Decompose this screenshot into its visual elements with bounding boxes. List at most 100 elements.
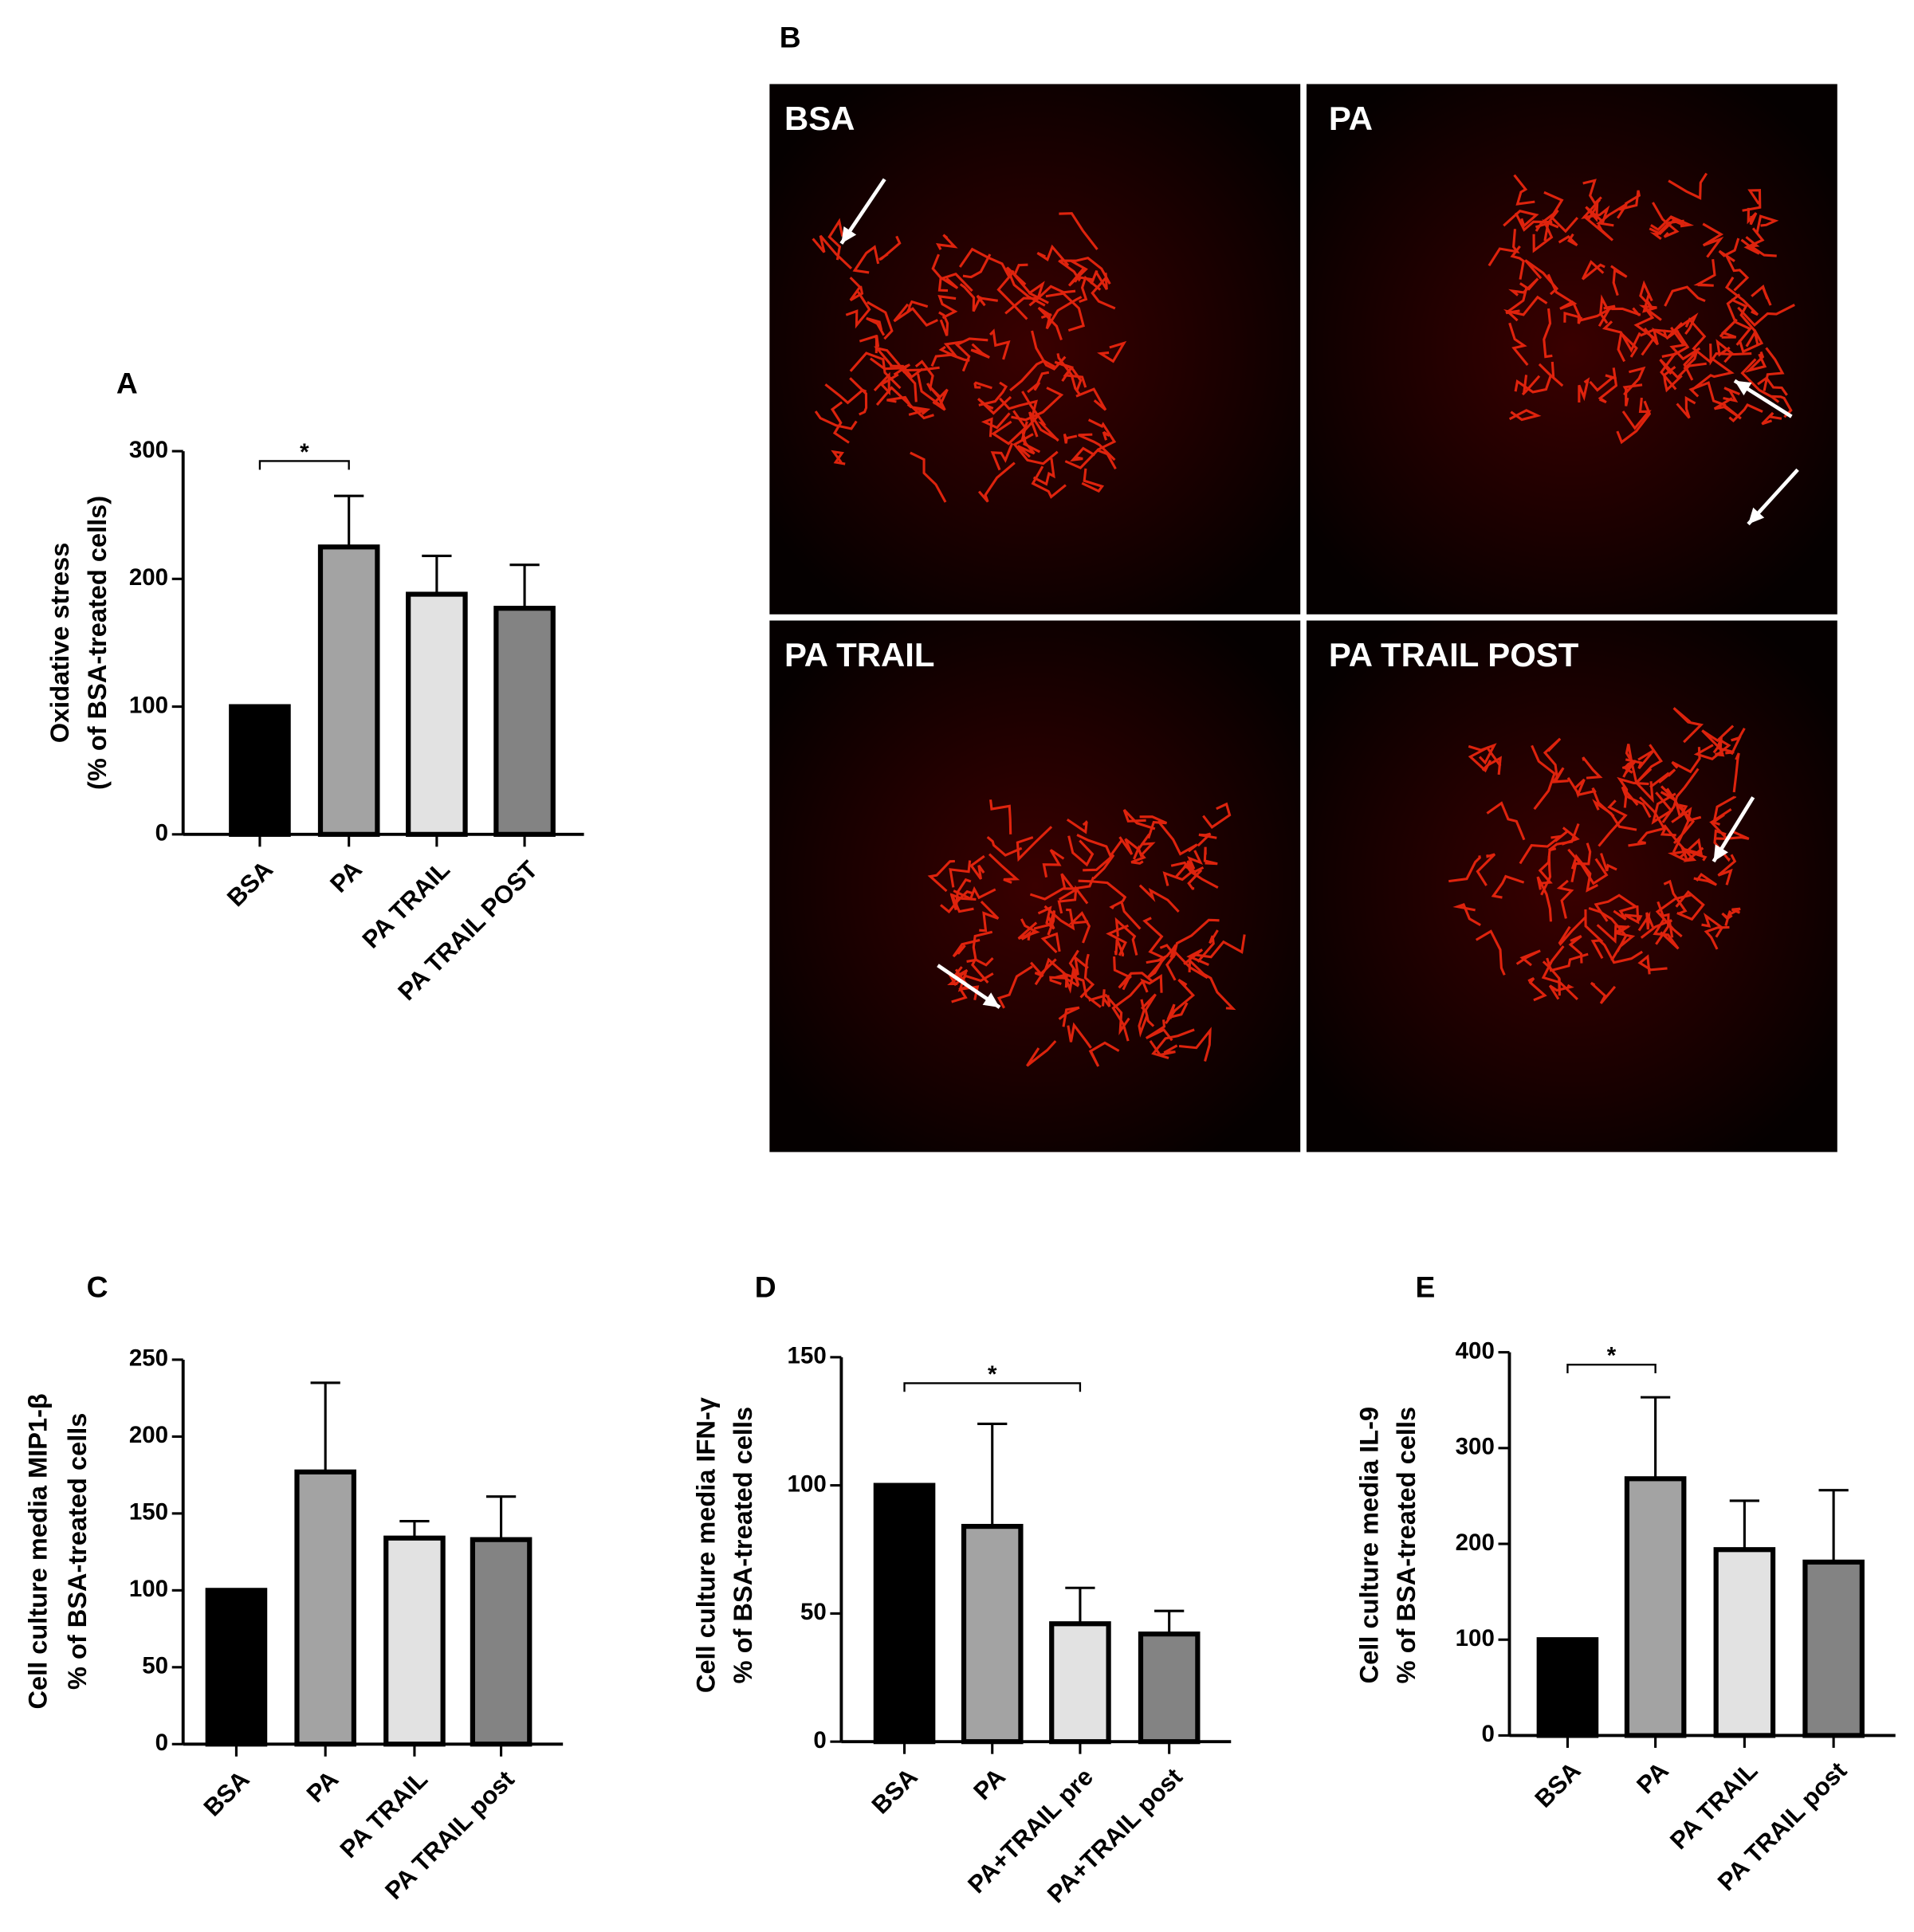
mitochondrion: [878, 235, 902, 261]
mitochondrion: [1712, 795, 1737, 823]
mitochondrion: [1145, 1019, 1173, 1042]
mitochondrion: [1571, 301, 1616, 322]
mitochondrion: [1076, 834, 1123, 858]
mitochondrion: [1655, 901, 1670, 945]
mitochondrion: [1087, 418, 1117, 451]
mitochondrion: [1771, 395, 1793, 418]
panel-letter: B: [780, 20, 801, 53]
mitochondrion: [1701, 912, 1724, 938]
x-tick-label: BSA: [1530, 1757, 1586, 1813]
mitochondrion: [1037, 905, 1055, 930]
mitochondrion: [1717, 854, 1737, 886]
mitochondrion: [852, 245, 880, 274]
mitochondrion: [1570, 842, 1592, 883]
image-label: PA: [1329, 100, 1373, 137]
mitochondrion: [989, 799, 1012, 834]
mitochondrion: [1633, 306, 1657, 356]
micrograph: [1306, 84, 1837, 615]
y-tick-label: 300: [129, 437, 168, 463]
x-tick-label: PA: [968, 1762, 1011, 1805]
bar: [470, 1537, 533, 1747]
mitochondrion: [1693, 259, 1716, 287]
panel-letter: A: [116, 367, 138, 400]
mitochondrion: [1713, 829, 1731, 862]
panel-letter: E: [1416, 1270, 1436, 1303]
mitochondrion: [1109, 900, 1142, 930]
mitochondrion: [1718, 238, 1740, 262]
mitochondria: [1488, 172, 1795, 445]
mitochondrion: [1716, 339, 1735, 363]
y-tick-label: 100: [129, 1576, 168, 1602]
mitochondrion: [1066, 818, 1088, 834]
mitochondrion: [973, 381, 992, 390]
mitochondrion: [1668, 172, 1708, 200]
mitochondrion: [1005, 266, 1046, 307]
mitochondrion: [1543, 190, 1579, 234]
y-tick-label: 150: [129, 1499, 168, 1526]
mitochondrion: [1602, 320, 1641, 353]
mitochondrion: [937, 273, 973, 293]
mitochondrion: [1114, 939, 1125, 957]
mitochondrion: [988, 328, 1011, 360]
mitochondrion: [1558, 233, 1578, 247]
mitochondrion: [970, 343, 990, 359]
mitochondrion: [866, 316, 886, 336]
mitochondrion: [1740, 358, 1780, 403]
y-tick-label: 200: [129, 1422, 168, 1448]
mitochondrion: [1067, 259, 1088, 287]
y-tick-label: 0: [813, 1727, 826, 1753]
mitochondrion: [875, 386, 934, 420]
mitochondrion: [1732, 752, 1740, 793]
significance-bracket: [903, 1382, 1082, 1392]
y-tick-label: 50: [800, 1599, 827, 1625]
mitochondrion: [1680, 838, 1704, 861]
mitochondrion: [886, 395, 913, 409]
mitochondrion: [1054, 973, 1102, 1008]
mitochondrion: [910, 451, 947, 503]
arrow-head: [982, 992, 1000, 1007]
mitochondrion: [893, 303, 938, 327]
mitochondrion: [1724, 907, 1741, 927]
mitochondrion: [1613, 893, 1639, 921]
mitochondrion: [849, 351, 902, 390]
y-axis-label: Oxidative stress: [45, 543, 74, 744]
significance-label: *: [988, 1361, 997, 1388]
mitochondrion: [1091, 273, 1116, 310]
mitochondrion: [1666, 787, 1696, 845]
mitochondrion: [1049, 976, 1079, 988]
mitochondrion: [947, 966, 969, 986]
mitochondrion: [1664, 285, 1706, 307]
mitochondrion: [831, 450, 846, 465]
bar: [1536, 1637, 1599, 1738]
mitochondrion: [1031, 465, 1067, 499]
mitochondrion: [1585, 201, 1604, 223]
mitochondrion: [1548, 823, 1580, 852]
mitochondrion: [1588, 906, 1628, 952]
significance-bracket: [1566, 1363, 1657, 1374]
bar: [317, 544, 380, 837]
mitochondrion: [1598, 799, 1628, 847]
mitochondrion: [1027, 371, 1050, 394]
mitochondrion: [1625, 749, 1655, 770]
bar: [1802, 1559, 1865, 1738]
mitochondrion: [1747, 207, 1758, 226]
mitochondrion: [1156, 944, 1177, 962]
mitochondrion: [1649, 768, 1676, 788]
mitochondrion: [996, 965, 1033, 1009]
mitochondrion: [1029, 887, 1083, 901]
mitochondrion: [952, 938, 981, 958]
mitochondrion: [1742, 189, 1762, 212]
mitochondrion: [1068, 949, 1089, 976]
mitochondrion: [1102, 430, 1110, 441]
mitochondrion: [1531, 744, 1556, 811]
mitochondrion: [1514, 375, 1552, 394]
mitochondrion: [976, 294, 998, 307]
mitochondrion: [978, 381, 1008, 406]
mitochondrion: [1202, 802, 1232, 829]
mitochondrion: [1043, 905, 1075, 931]
mitochondrion: [1508, 277, 1539, 296]
y-tick-label: 250: [129, 1345, 168, 1372]
mitochondrion: [979, 900, 1000, 933]
y-axis-label: Cell culture media IFN-γ: [691, 1397, 720, 1693]
